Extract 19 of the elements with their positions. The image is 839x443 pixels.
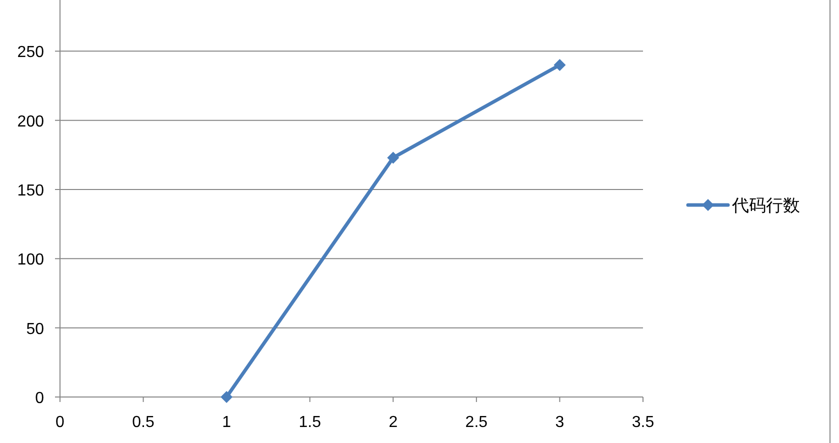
y-tick-label: 0 bbox=[35, 390, 44, 407]
x-tick-label: 3 bbox=[555, 414, 564, 431]
x-tick-label: 1 bbox=[222, 414, 232, 431]
x-tick-label: 2.5 bbox=[465, 414, 488, 431]
point bbox=[220, 391, 233, 403]
y-tick-label: 100 bbox=[17, 252, 44, 269]
point bbox=[387, 152, 400, 164]
y-tick-label: 50 bbox=[26, 320, 44, 338]
y-tick-label: 150 bbox=[17, 182, 44, 200]
x-tick-label: 0.5 bbox=[132, 414, 155, 431]
x-tick-label: 3.5 bbox=[632, 414, 654, 431]
x-tick-label: 2 bbox=[388, 414, 398, 431]
x-tick-label: 1.5 bbox=[298, 414, 322, 431]
y-tick-label: 200 bbox=[17, 113, 44, 130]
y-tick-label: 250 bbox=[17, 44, 44, 62]
point bbox=[554, 59, 566, 72]
legend: 代码行数 bbox=[686, 196, 800, 215]
x-tick-label: 0 bbox=[56, 414, 65, 431]
legend-label: 代码行数 bbox=[731, 196, 800, 215]
